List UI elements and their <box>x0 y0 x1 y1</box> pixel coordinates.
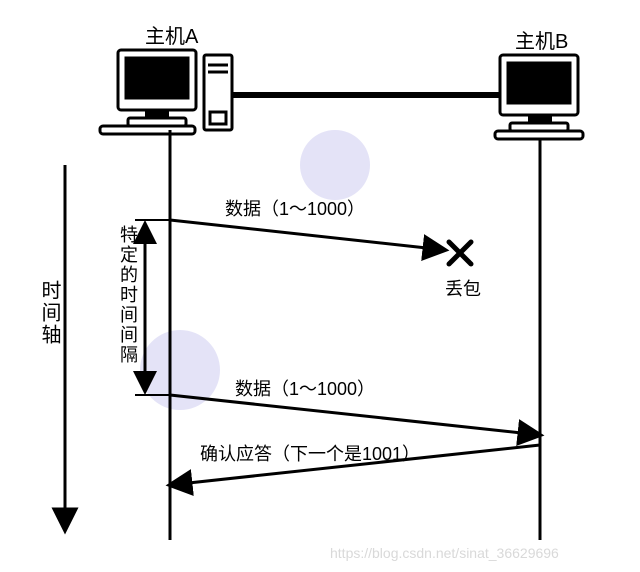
message-1-arrow <box>170 220 445 250</box>
message-2-arrow <box>170 395 540 435</box>
watermark-text: https://blog.csdn.net/sinat_36629696 <box>330 545 559 561</box>
host-b-computer-icon <box>495 55 583 139</box>
highlight-1 <box>300 130 370 200</box>
message-2-label: 数据（1～1000） <box>235 375 375 401</box>
time-axis-label: 时间轴 <box>35 280 64 346</box>
diagram-svg <box>0 0 640 572</box>
interval-label: 特定的时间间隔 <box>115 225 141 365</box>
diagram-stage: 主机A 主机B 时间轴 特定的时间间隔 数据（1～1000） 丢包 数据（1～1… <box>0 0 640 572</box>
message-1-label: 数据（1～1000） <box>225 195 365 221</box>
host-b-label: 主机B <box>515 25 568 54</box>
host-a-label: 主机A <box>145 20 198 49</box>
drop-label: 丢包 <box>445 275 481 301</box>
host-a-computer-icon <box>100 50 232 134</box>
packet-drop-x-icon <box>449 242 471 264</box>
message-3-label: 确认应答（下一个是1001） <box>200 440 420 466</box>
